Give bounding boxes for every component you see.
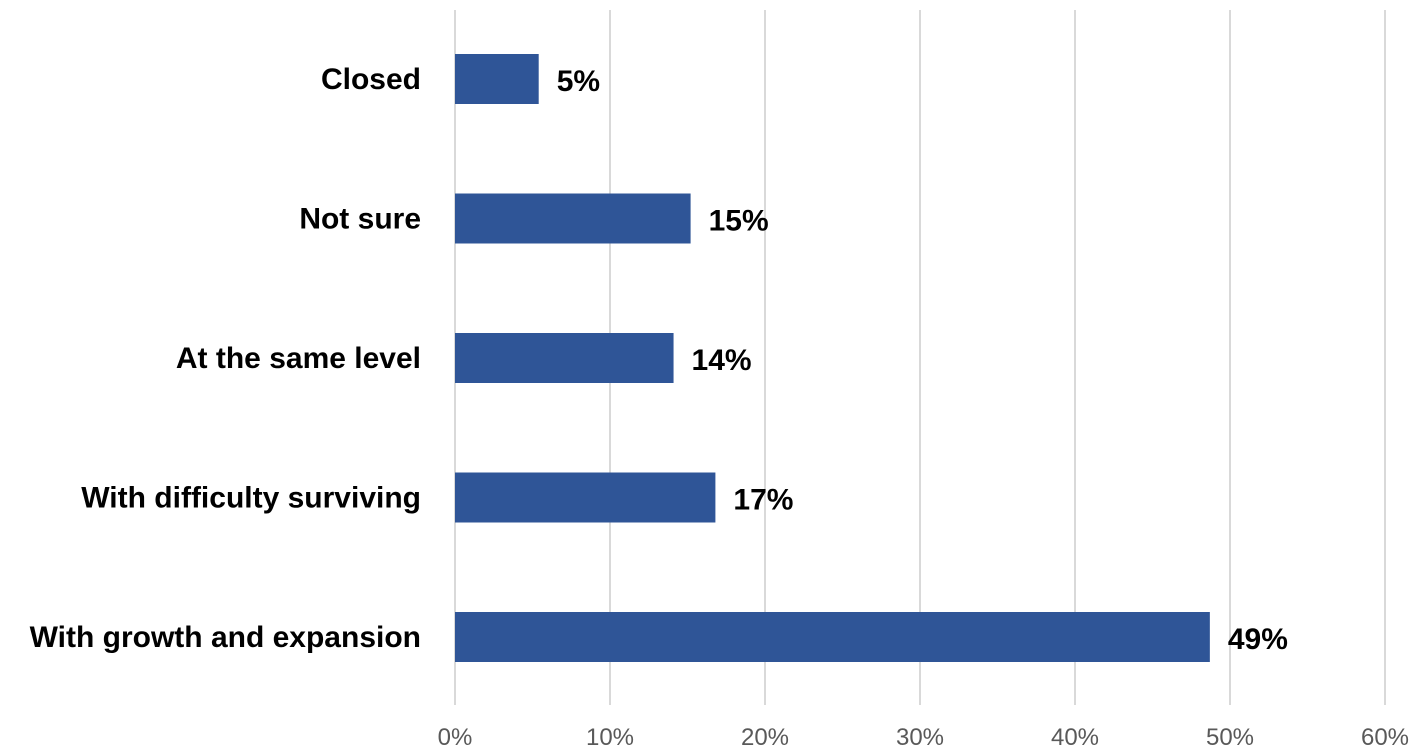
x-tick-label-4: 40% xyxy=(1051,724,1099,751)
data-label-0: 5% xyxy=(557,65,600,98)
category-label-3: With difficulty surviving xyxy=(81,482,421,515)
category-label-1: Not sure xyxy=(299,203,421,236)
x-tick-label-1: 10% xyxy=(586,724,634,751)
category-label-4: With growth and expansion xyxy=(30,621,421,654)
data-labels: 5% 15% 14% 17% 49% xyxy=(557,65,1288,656)
gridlines xyxy=(454,10,1386,705)
bar-3 xyxy=(455,472,716,523)
x-tick-label-2: 20% xyxy=(741,724,789,751)
x-axis-tick-labels: 0% 10% 20% 30% 40% 50% 60% xyxy=(438,724,1409,751)
x-tick-label-6: 60% xyxy=(1361,724,1409,751)
bar-0 xyxy=(455,54,539,104)
x-tick-label-0: 0% xyxy=(438,724,473,751)
data-label-4: 49% xyxy=(1228,623,1288,656)
data-label-1: 15% xyxy=(709,205,769,238)
category-label-2: At the same level xyxy=(176,342,421,375)
category-label-0: Closed xyxy=(321,63,421,96)
category-labels: Closed Not sure At the same level With diff… xyxy=(30,63,421,654)
x-tick-label-3: 30% xyxy=(896,724,944,751)
bar-1 xyxy=(455,193,691,244)
bars xyxy=(455,54,1210,662)
data-label-3: 17% xyxy=(733,484,793,517)
x-tick-label-5: 50% xyxy=(1206,724,1254,751)
bar-4 xyxy=(455,612,1210,662)
bar-2 xyxy=(455,333,674,383)
data-label-2: 14% xyxy=(692,344,752,377)
